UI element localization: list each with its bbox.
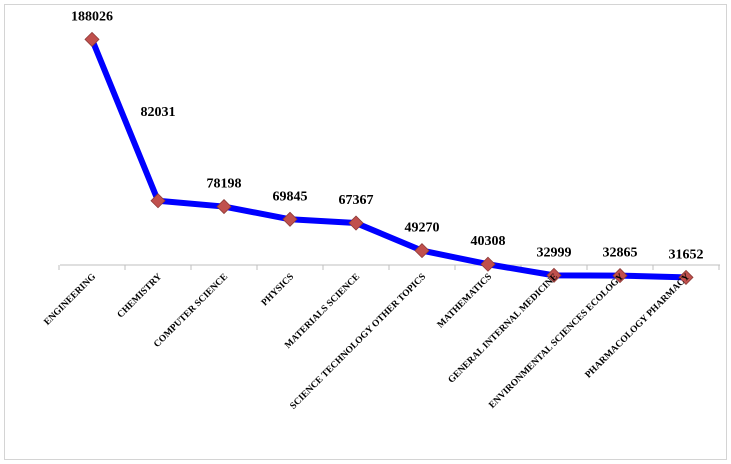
data-point-5 xyxy=(348,215,364,231)
category-label-9: ENVIRONMENTAL SCIENCES ECOLOGY xyxy=(487,272,626,411)
data-label-7: 40308 xyxy=(471,234,506,249)
series-line xyxy=(89,36,689,281)
category-label-4: PHYSICS xyxy=(260,272,296,308)
chart-frame xyxy=(4,4,727,460)
data-label-8: 32999 xyxy=(537,245,572,260)
data-point-3 xyxy=(216,199,232,215)
category-label-6: SCIENCE TECHNOLOGY OTHER TOPICS xyxy=(289,272,429,412)
category-label-10: PHARMACOLOGY PHARMACY xyxy=(584,272,693,381)
data-label-5: 67367 xyxy=(339,193,374,208)
data-point-6 xyxy=(414,243,430,259)
data-label-2: 82031 xyxy=(141,105,176,120)
category-label-7: MATHEMATICS xyxy=(436,272,494,330)
category-label-8: GENERAL INTERNAL MEDICINE xyxy=(447,272,560,385)
data-markers xyxy=(84,31,694,285)
category-label-5: MATERIALS SCIENCE xyxy=(283,272,362,351)
data-point-4 xyxy=(282,211,298,227)
data-point-2 xyxy=(150,193,166,209)
data-point-1 xyxy=(84,31,100,47)
data-point-10 xyxy=(678,269,694,285)
data-label-10: 31652 xyxy=(669,247,704,262)
data-label-3: 78198 xyxy=(207,177,242,192)
category-label-2: CHEMISTRY xyxy=(116,272,164,320)
data-point-9 xyxy=(612,268,628,284)
data-point-8 xyxy=(546,267,562,283)
data-label-9: 32865 xyxy=(603,246,638,261)
data-label-6: 49270 xyxy=(405,221,440,236)
data-point-7 xyxy=(480,256,496,272)
category-label-1: ENGINEERING xyxy=(43,272,99,328)
category-label-3: COMPUTER SCIENCE xyxy=(152,272,230,350)
data-labels: 188026 82031 78198 69845 67367 49270 40308 3299… xyxy=(71,9,704,262)
data-label-1: 188026 xyxy=(71,9,113,24)
data-label-4: 69845 xyxy=(273,189,308,204)
